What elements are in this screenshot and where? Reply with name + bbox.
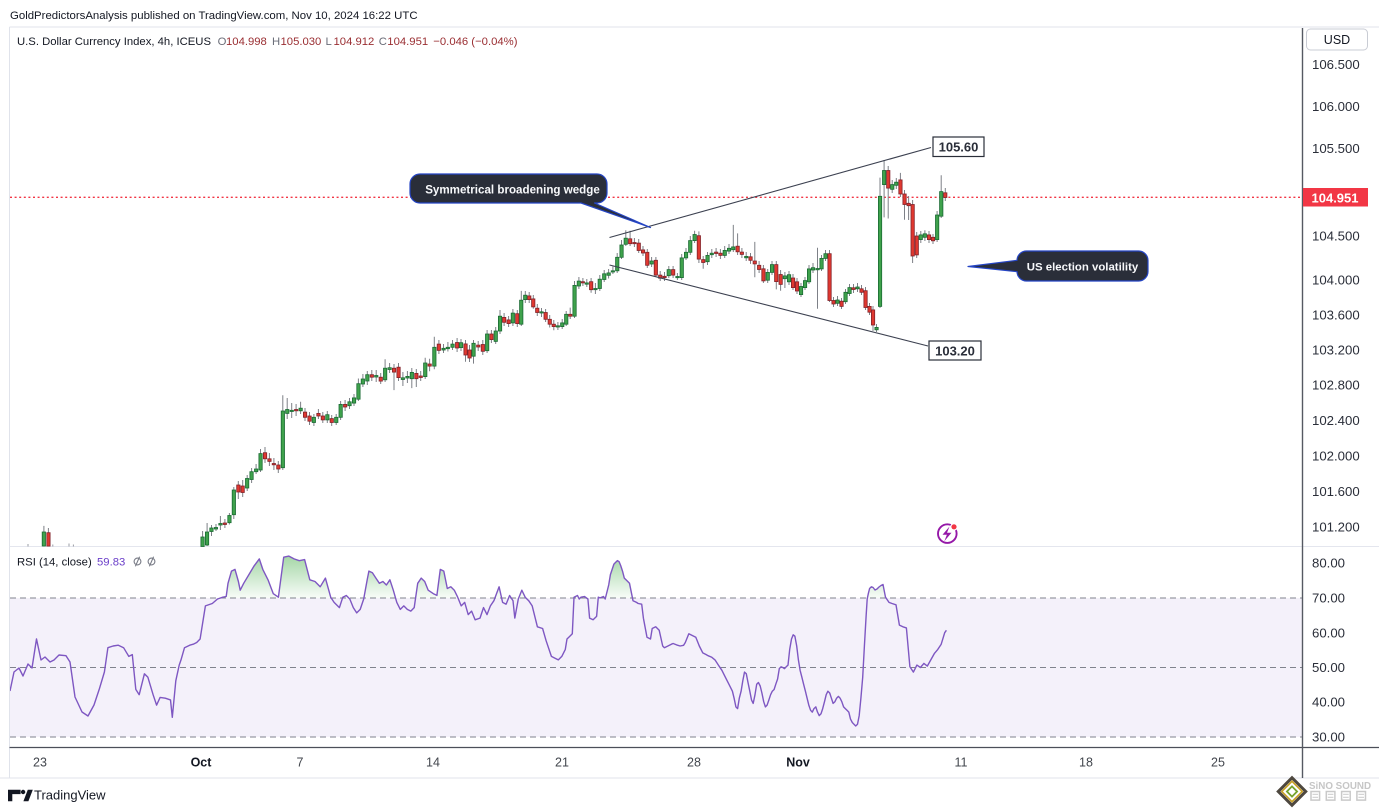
svg-text:11: 11 [955,756,968,770]
svg-text:30.00: 30.00 [1312,730,1345,745]
svg-text:USD: USD [1324,33,1350,47]
svg-text:104.000: 104.000 [1312,273,1360,288]
svg-text:102.400: 102.400 [1312,413,1360,428]
svg-text:104.951: 104.951 [1312,190,1359,205]
svg-text:Nov: Nov [786,756,810,770]
svg-text:104.912: 104.912 [334,36,375,48]
svg-text:GoldPredictorsAnalysis publish: GoldPredictorsAnalysis published on Trad… [10,10,418,22]
svg-text:−0.046 (−0.04%): −0.046 (−0.04%) [433,36,517,48]
svg-text:L: L [326,36,332,48]
svg-text:40.00: 40.00 [1312,695,1345,710]
svg-text:101.200: 101.200 [1312,520,1360,535]
svg-text:70.00: 70.00 [1312,591,1345,606]
svg-text:14: 14 [426,756,440,770]
svg-text:O: O [218,36,227,48]
svg-text:SiNO SOUND: SiNO SOUND [1309,781,1371,792]
svg-text:18: 18 [1079,756,1093,770]
svg-text:101.600: 101.600 [1312,484,1360,499]
svg-text:104.998: 104.998 [226,36,267,48]
svg-text:RSI (14, close): RSI (14, close) [17,557,92,569]
svg-text:US election volatility: US election volatility [1027,261,1139,273]
svg-text:103.20: 103.20 [935,344,975,359]
svg-text:TradingView: TradingView [34,788,106,803]
svg-text:102.800: 102.800 [1312,378,1360,393]
svg-text:103.200: 103.200 [1312,343,1360,358]
svg-text:U.S. Dollar Currency Index, 4h: U.S. Dollar Currency Index, 4h, ICEUS [17,36,211,48]
svg-text:80.00: 80.00 [1312,556,1345,571]
svg-text:105.500: 105.500 [1312,141,1360,156]
svg-text:60.00: 60.00 [1312,626,1345,641]
svg-text:105.030: 105.030 [281,36,322,48]
svg-text:106.000: 106.000 [1312,99,1360,114]
svg-text:21: 21 [555,756,569,770]
svg-text:Oct: Oct [191,756,213,770]
svg-text:102.000: 102.000 [1312,449,1360,464]
svg-text:7: 7 [297,756,304,770]
svg-text:104.500: 104.500 [1312,229,1360,244]
svg-text:105.60: 105.60 [939,140,979,155]
svg-text:25: 25 [1211,756,1225,770]
svg-text:106.500: 106.500 [1312,57,1360,72]
svg-text:103.600: 103.600 [1312,308,1360,323]
svg-text:C: C [379,36,387,48]
svg-text:50.00: 50.00 [1312,660,1345,675]
svg-text:104.951: 104.951 [387,36,428,48]
svg-text:23: 23 [33,756,47,770]
svg-text:H: H [272,36,280,48]
svg-text:59.83: 59.83 [97,557,125,569]
svg-text:28: 28 [687,756,701,770]
svg-text:Symmetrical broadening wedge: Symmetrical broadening wedge [425,183,600,196]
